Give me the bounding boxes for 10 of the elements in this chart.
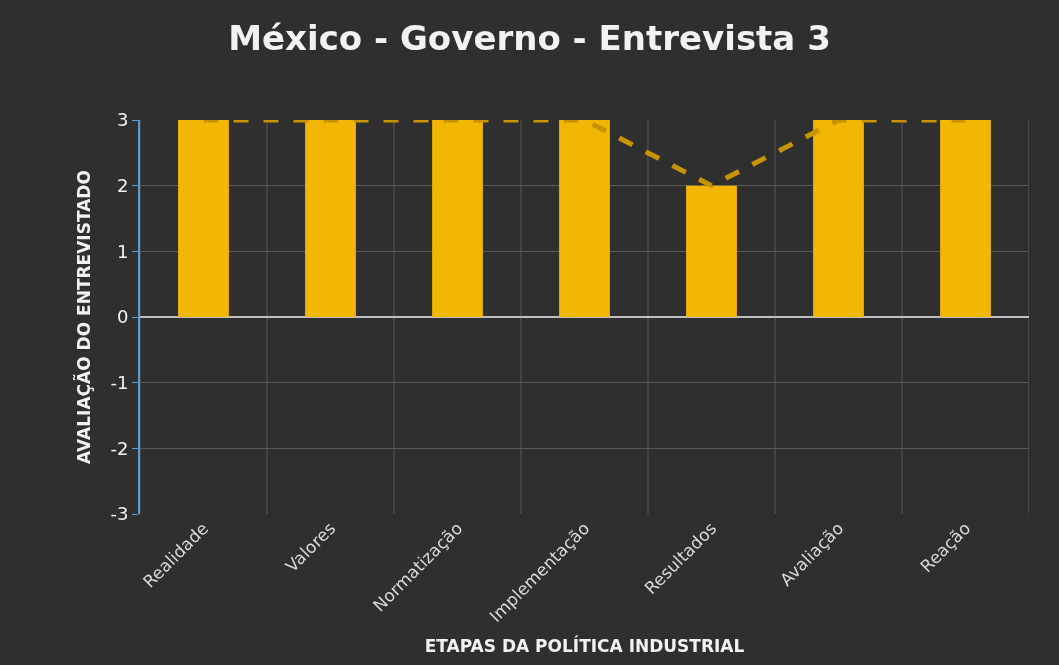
y-tick-label: 2 <box>116 174 129 196</box>
y-tick-label: -3 <box>110 503 129 525</box>
y-tick-label: -1 <box>110 371 129 393</box>
y-tick-label: 0 <box>116 306 129 328</box>
y-tick-label: 1 <box>116 240 129 262</box>
chart-title: México - Governo - Entrevista 3 <box>228 18 831 59</box>
y-axis-title: AVALIAÇÃO DO ENTREVISTADO <box>72 170 95 464</box>
x-axis-title: ETAPAS DA POLÍTICA INDUSTRIAL <box>424 635 745 657</box>
y-tick-label: -2 <box>110 437 129 459</box>
y-tick-label: 3 <box>116 109 129 131</box>
